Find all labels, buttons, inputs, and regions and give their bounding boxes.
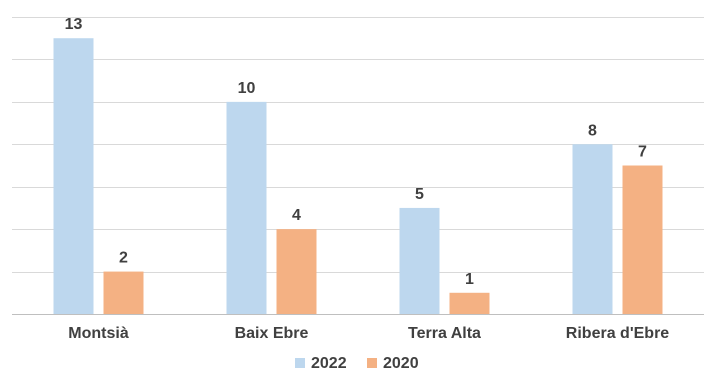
legend: 2022 2020	[295, 355, 419, 372]
data-label-2020-montsi-: 2	[119, 250, 128, 267]
bars	[53, 38, 663, 314]
data-label-2022-ribera-d-ebre: 8	[588, 122, 597, 139]
data-labels: 13 2 10 4 5 1 8 7	[65, 16, 647, 288]
category-label-ribera-d-ebre: Ribera d'Ebre	[566, 325, 669, 342]
bar-2022-baix-ebre	[226, 101, 267, 314]
bar-2020-ribera-d-ebre	[622, 165, 663, 314]
data-label-2020-baix-ebre: 4	[292, 207, 301, 224]
bar-2022-terra-alta	[399, 207, 440, 314]
data-label-2020-terra-alta: 1	[465, 271, 474, 288]
category-labels: Montsià Baix Ebre Terra Alta Ribera d'Ebre	[68, 325, 669, 342]
legend-swatch-2020	[367, 358, 377, 368]
bar-2020-terra-alta	[449, 292, 490, 314]
data-label-2022-baix-ebre: 10	[238, 80, 256, 97]
gridlines	[12, 17, 704, 315]
data-label-2022-montsi-: 13	[65, 16, 83, 33]
category-label-baix-ebre: Baix Ebre	[235, 325, 309, 342]
category-label-terra-alta: Terra Alta	[408, 325, 481, 342]
legend-label-2022: 2022	[311, 355, 347, 372]
legend-swatch-2022	[295, 358, 305, 368]
data-label-2022-terra-alta: 5	[415, 186, 424, 203]
bar-2022-montsi-	[53, 38, 94, 314]
category-label-montsi-: Montsià	[68, 325, 129, 342]
bar-2022-ribera-d-ebre	[572, 144, 613, 314]
legend-label-2020: 2020	[383, 355, 419, 372]
bar-2020-baix-ebre	[276, 229, 317, 314]
bar-2020-montsi-	[103, 271, 144, 314]
data-label-2020-ribera-d-ebre: 7	[638, 144, 647, 161]
